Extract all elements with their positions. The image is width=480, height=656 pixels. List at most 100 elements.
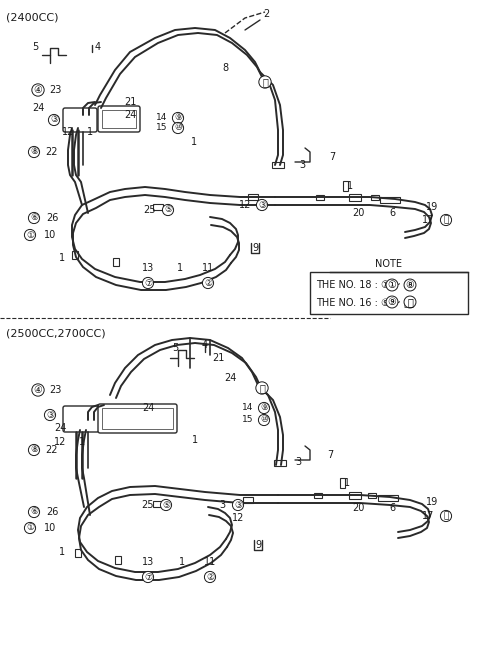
FancyBboxPatch shape xyxy=(310,272,468,314)
Text: ①: ① xyxy=(26,230,34,239)
Text: 26: 26 xyxy=(46,213,58,223)
Text: ③: ③ xyxy=(50,115,58,125)
Text: 3: 3 xyxy=(295,457,301,467)
Text: 9: 9 xyxy=(255,540,261,550)
Text: 1: 1 xyxy=(179,557,185,567)
Text: 21: 21 xyxy=(212,353,224,363)
Text: 14: 14 xyxy=(242,403,254,413)
Text: 7: 7 xyxy=(329,152,335,162)
Text: ④: ④ xyxy=(34,385,42,395)
Text: 6: 6 xyxy=(389,503,395,513)
Text: 22: 22 xyxy=(46,445,58,455)
Text: 26: 26 xyxy=(46,507,58,517)
Text: ⑧: ⑧ xyxy=(406,280,414,290)
Text: 1: 1 xyxy=(347,181,353,191)
FancyBboxPatch shape xyxy=(102,110,136,128)
Bar xyxy=(339,478,345,488)
Text: THE NO. 16 : ⑨ ~ ⑫: THE NO. 16 : ⑨ ~ ⑫ xyxy=(316,297,410,307)
Bar xyxy=(248,194,258,200)
Bar xyxy=(243,497,253,503)
Text: ⑪: ⑪ xyxy=(444,512,449,520)
Text: ⑨: ⑨ xyxy=(174,113,182,123)
Text: 14: 14 xyxy=(156,113,168,123)
Text: 23: 23 xyxy=(49,385,61,395)
Text: 9: 9 xyxy=(252,243,258,253)
Text: 1: 1 xyxy=(191,137,197,147)
Text: (2500CC,2700CC): (2500CC,2700CC) xyxy=(6,328,106,338)
Text: 6: 6 xyxy=(389,208,395,218)
Text: 4: 4 xyxy=(95,42,101,52)
Text: 25: 25 xyxy=(144,205,156,215)
Bar xyxy=(115,556,121,564)
Text: 1: 1 xyxy=(59,547,65,557)
Text: 24: 24 xyxy=(124,110,136,120)
Text: 10: 10 xyxy=(44,230,56,240)
Text: 15: 15 xyxy=(242,415,254,424)
Text: ③: ③ xyxy=(258,201,266,209)
Bar xyxy=(272,162,284,168)
Text: ⑩: ⑩ xyxy=(174,123,182,133)
FancyBboxPatch shape xyxy=(63,406,99,432)
Text: 13: 13 xyxy=(142,557,154,567)
Bar xyxy=(368,493,376,497)
Text: 17: 17 xyxy=(422,215,434,225)
Text: 21: 21 xyxy=(124,97,136,107)
Bar xyxy=(153,204,163,210)
FancyBboxPatch shape xyxy=(63,108,97,132)
FancyBboxPatch shape xyxy=(102,408,173,429)
Text: 19: 19 xyxy=(426,497,438,507)
FancyBboxPatch shape xyxy=(98,404,177,433)
Text: 25: 25 xyxy=(142,500,154,510)
Text: 1: 1 xyxy=(59,253,65,263)
Text: ⑤: ⑤ xyxy=(162,501,170,510)
Text: 11: 11 xyxy=(202,263,214,273)
Text: ⑬: ⑬ xyxy=(262,77,268,87)
Text: 15: 15 xyxy=(156,123,168,133)
Text: 24: 24 xyxy=(142,403,154,413)
Text: ⑩: ⑩ xyxy=(260,415,268,424)
Text: ⑧: ⑧ xyxy=(30,445,38,455)
Text: 1: 1 xyxy=(177,263,183,273)
Text: 1: 1 xyxy=(87,127,93,137)
Bar xyxy=(314,493,322,497)
Text: ⑨: ⑨ xyxy=(260,403,268,413)
Text: ⑥: ⑥ xyxy=(30,213,38,222)
Text: ③: ③ xyxy=(46,411,54,419)
Text: 1: 1 xyxy=(344,478,350,488)
Text: ⑤: ⑤ xyxy=(164,205,172,215)
Text: ⑪: ⑪ xyxy=(444,216,449,224)
Text: 24: 24 xyxy=(224,373,236,383)
Text: 12: 12 xyxy=(54,437,66,447)
Text: ①: ① xyxy=(26,523,34,533)
Text: 8: 8 xyxy=(222,63,228,73)
Text: 12: 12 xyxy=(62,127,74,137)
Text: THE NO. 18 : ① ~ ⑧: THE NO. 18 : ① ~ ⑧ xyxy=(316,280,413,290)
Text: 23: 23 xyxy=(49,85,61,95)
Bar xyxy=(343,181,348,191)
Text: ⑫: ⑫ xyxy=(407,297,413,307)
Text: ⑥: ⑥ xyxy=(30,508,38,516)
Bar xyxy=(349,194,361,201)
Text: 24: 24 xyxy=(54,423,66,433)
Text: 13: 13 xyxy=(142,263,154,273)
Text: NOTE: NOTE xyxy=(375,259,403,269)
Bar xyxy=(378,495,398,501)
Bar xyxy=(274,460,286,466)
Text: ②: ② xyxy=(204,279,212,287)
Text: 1: 1 xyxy=(192,435,198,445)
Bar xyxy=(349,491,361,499)
Text: (2400CC): (2400CC) xyxy=(6,12,59,22)
Text: ③: ③ xyxy=(234,501,242,510)
Text: 22: 22 xyxy=(46,147,58,157)
Text: 2: 2 xyxy=(263,9,269,19)
Text: 10: 10 xyxy=(44,523,56,533)
FancyBboxPatch shape xyxy=(98,106,140,132)
Text: ⑨: ⑨ xyxy=(388,297,396,307)
Text: 4: 4 xyxy=(202,340,208,350)
Text: ⑦: ⑦ xyxy=(144,573,152,581)
Text: 11: 11 xyxy=(204,557,216,567)
Bar xyxy=(380,197,400,203)
Bar xyxy=(113,258,119,266)
Text: 19: 19 xyxy=(426,202,438,212)
Bar xyxy=(316,194,324,199)
